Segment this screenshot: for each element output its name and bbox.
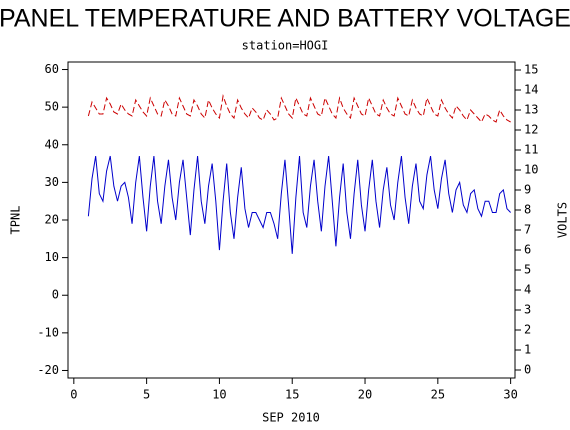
y-tick-label: 60 [45, 62, 59, 76]
y2-tick-label: 4 [524, 283, 531, 297]
y2-tick-label: 2 [524, 323, 531, 337]
y-tick-label: 30 [45, 175, 59, 189]
y2-tick-label: 8 [524, 203, 531, 217]
x-tick-label: 10 [212, 388, 226, 402]
y2-tick-label: 5 [524, 263, 531, 277]
x-tick-label: 20 [358, 388, 372, 402]
y-axis-label: TPNL [9, 206, 23, 235]
y2-tick-label: 0 [524, 363, 531, 377]
y-tick-label: 10 [45, 250, 59, 264]
chart-title: PANEL TEMPERATURE AND BATTERY VOLTAGE [0, 5, 570, 33]
y2-tick-label: 3 [524, 303, 531, 317]
series-line [87, 94, 511, 123]
y2-axis-label: VOLTS [556, 202, 570, 238]
y2-tick-label: 9 [524, 183, 531, 197]
y2-tick-label: 11 [524, 143, 538, 157]
series-line [87, 155, 511, 254]
y2-tick-label: 12 [524, 123, 538, 137]
y2-tick-label: 13 [524, 103, 538, 117]
y-tick-label: 0 [52, 288, 59, 302]
plot-frame [67, 61, 516, 379]
x-tick-label: 15 [285, 388, 299, 402]
y-tick-label: -10 [37, 325, 59, 339]
y-tick-label: -20 [37, 363, 59, 377]
x-axis-label: SEP 2010 [262, 411, 320, 425]
y-tick-label: 40 [45, 137, 59, 151]
y2-tick-label: 10 [524, 163, 538, 177]
y2-tick-label: 6 [524, 243, 531, 257]
x-tick-label: 25 [431, 388, 445, 402]
y-tick-label: 20 [45, 213, 59, 227]
x-tick-label: 0 [70, 388, 77, 402]
y2-tick-label: 14 [524, 83, 538, 97]
x-tick-label: 30 [503, 388, 517, 402]
x-tick-label: 5 [143, 388, 150, 402]
chart-subtitle: station=HOGI [242, 39, 329, 53]
y-tick-label: 50 [45, 100, 59, 114]
y2-tick-label: 7 [524, 223, 531, 237]
y2-tick-label: 15 [524, 63, 538, 77]
y2-tick-label: 1 [524, 343, 531, 357]
